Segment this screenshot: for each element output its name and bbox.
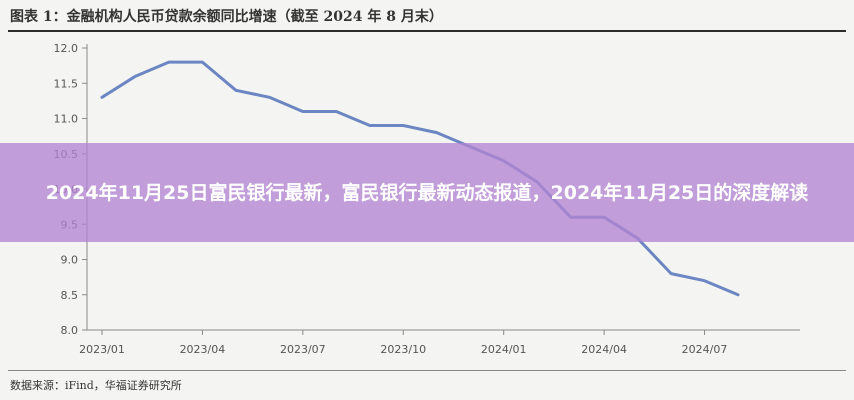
y-tick-label: 12.0 <box>54 42 79 55</box>
source-note: 数据来源：iFind，华福证券研究所 <box>10 379 182 392</box>
figure-title: 图表 1：金融机构人民币贷款余额同比增速（截至 2024 年 8 月末） <box>10 9 443 25</box>
headline-banner: 2024年11月25日富民银行最新，富民银行最新动态报道，2024年11月25日… <box>0 143 854 242</box>
x-tick-label: 2024/04 <box>581 343 627 356</box>
x-tick-label: 2023/04 <box>180 343 226 356</box>
x-tick-label: 2024/01 <box>481 343 527 356</box>
y-tick-label: 8.0 <box>61 324 79 337</box>
x-tick-label: 2024/07 <box>682 343 728 356</box>
x-tick-label: 2023/10 <box>380 343 426 356</box>
title-rule <box>8 30 846 32</box>
y-tick-label: 9.0 <box>61 254 79 267</box>
headline-text: 2024年11月25日富民银行最新，富民银行最新动态报道，2024年11月25日… <box>45 181 809 204</box>
y-tick-label: 11.5 <box>54 77 79 90</box>
x-tick-label: 2023/07 <box>280 343 326 356</box>
y-tick-label: 11.0 <box>54 113 79 126</box>
source-rule <box>8 370 846 371</box>
x-tick-label: 2023/01 <box>79 343 125 356</box>
y-tick-label: 8.5 <box>61 289 79 302</box>
